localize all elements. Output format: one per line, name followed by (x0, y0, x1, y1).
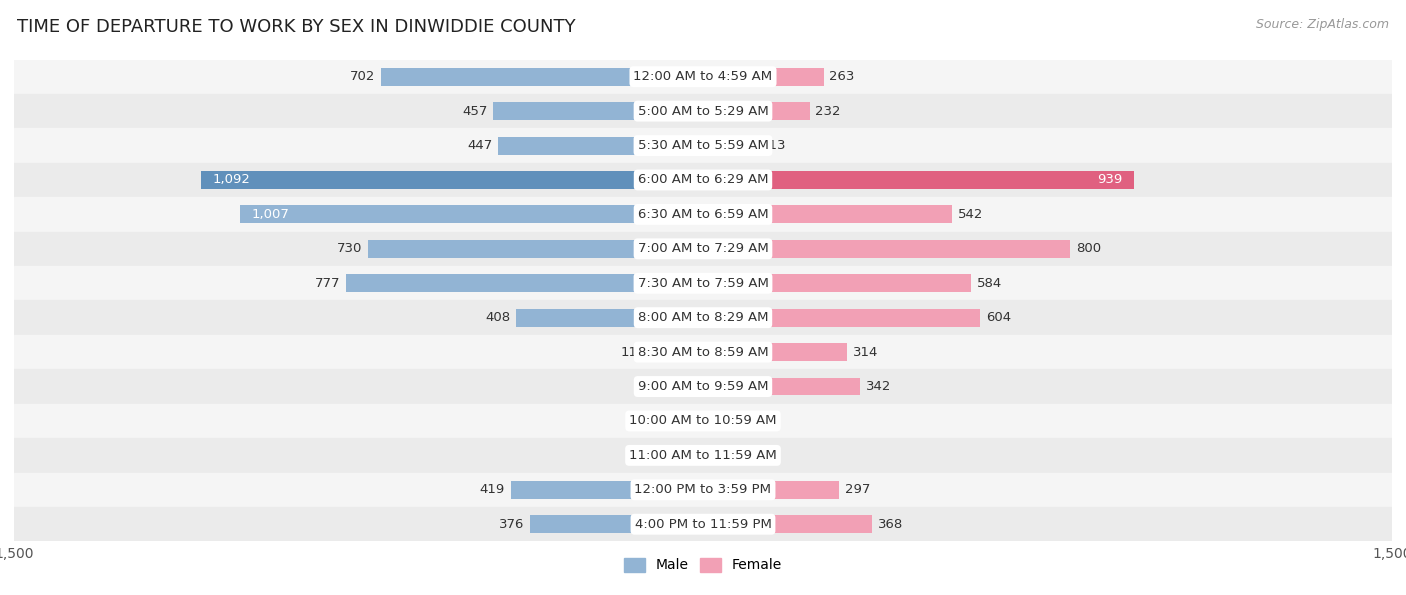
Bar (703, 446, 748, 464)
Bar (510, 481, 703, 499)
Bar (703, 343, 848, 361)
Text: 376: 376 (499, 518, 524, 531)
Text: 297: 297 (845, 483, 870, 496)
Bar (14, 266, 1392, 300)
Bar (703, 102, 810, 120)
Text: 12:00 AM to 4:59 AM: 12:00 AM to 4:59 AM (634, 70, 772, 83)
Text: 68: 68 (650, 380, 666, 393)
Text: 7:30 AM to 7:59 AM: 7:30 AM to 7:59 AM (637, 277, 769, 290)
Bar (14, 404, 1392, 438)
Bar (530, 515, 703, 533)
Text: 7:00 AM to 7:29 AM: 7:00 AM to 7:29 AM (638, 242, 768, 255)
Bar (14, 163, 1392, 197)
Text: 939: 939 (1098, 174, 1123, 186)
Text: 44: 44 (661, 449, 678, 462)
Text: 6:30 AM to 6:59 AM: 6:30 AM to 6:59 AM (638, 208, 768, 221)
Bar (14, 94, 1392, 129)
Bar (14, 60, 1392, 94)
Text: 263: 263 (830, 70, 855, 83)
Text: 702: 702 (350, 70, 375, 83)
Bar (14, 335, 1392, 369)
Text: 113: 113 (620, 346, 645, 359)
Legend: Male, Female: Male, Female (619, 552, 787, 578)
Text: 97: 97 (754, 449, 770, 462)
Bar (672, 378, 703, 396)
Text: 10:00 AM to 10:59 AM: 10:00 AM to 10:59 AM (630, 415, 776, 427)
Bar (683, 446, 703, 464)
Text: 35: 35 (724, 415, 741, 427)
Text: 800: 800 (1076, 242, 1101, 255)
Text: 368: 368 (877, 518, 903, 531)
Bar (14, 507, 1392, 541)
Text: 8:00 AM to 8:29 AM: 8:00 AM to 8:29 AM (638, 311, 768, 324)
Bar (703, 137, 755, 155)
Bar (14, 369, 1392, 404)
Bar (703, 274, 972, 292)
Text: 777: 777 (315, 277, 340, 290)
Bar (703, 481, 839, 499)
Bar (381, 68, 703, 86)
Bar (651, 343, 703, 361)
Bar (494, 102, 703, 120)
Bar (703, 205, 952, 223)
Bar (498, 137, 703, 155)
Text: 408: 408 (485, 311, 510, 324)
Bar (14, 129, 1392, 163)
Text: 419: 419 (479, 483, 505, 496)
Text: 447: 447 (467, 139, 492, 152)
Text: TIME OF DEPARTURE TO WORK BY SEX IN DINWIDDIE COUNTY: TIME OF DEPARTURE TO WORK BY SEX IN DINW… (17, 18, 575, 36)
Bar (346, 274, 703, 292)
Text: 113: 113 (761, 139, 786, 152)
Text: 21: 21 (671, 415, 688, 427)
Text: 542: 542 (957, 208, 983, 221)
Bar (703, 309, 980, 327)
Text: 730: 730 (337, 242, 363, 255)
Text: Source: ZipAtlas.com: Source: ZipAtlas.com (1256, 18, 1389, 31)
Bar (14, 231, 1392, 266)
Text: 584: 584 (977, 277, 1002, 290)
Text: 232: 232 (815, 105, 841, 118)
Text: 604: 604 (986, 311, 1011, 324)
Text: 9:00 AM to 9:59 AM: 9:00 AM to 9:59 AM (638, 380, 768, 393)
Bar (703, 68, 824, 86)
Bar (703, 378, 860, 396)
Text: 342: 342 (866, 380, 891, 393)
Text: 11:00 AM to 11:59 AM: 11:00 AM to 11:59 AM (628, 449, 778, 462)
Bar (14, 197, 1392, 231)
Bar (703, 515, 872, 533)
Bar (693, 412, 703, 430)
Text: 12:00 PM to 3:59 PM: 12:00 PM to 3:59 PM (634, 483, 772, 496)
Bar (14, 472, 1392, 507)
Text: 5:30 AM to 5:59 AM: 5:30 AM to 5:59 AM (637, 139, 769, 152)
Bar (14, 438, 1392, 472)
Text: 1,092: 1,092 (212, 174, 250, 186)
Bar (14, 300, 1392, 335)
Bar (516, 309, 703, 327)
Bar (240, 205, 703, 223)
Bar (703, 412, 718, 430)
Text: 6:00 AM to 6:29 AM: 6:00 AM to 6:29 AM (638, 174, 768, 186)
Text: 5:00 AM to 5:29 AM: 5:00 AM to 5:29 AM (638, 105, 768, 118)
Text: 8:30 AM to 8:59 AM: 8:30 AM to 8:59 AM (638, 346, 768, 359)
Text: 4:00 PM to 11:59 PM: 4:00 PM to 11:59 PM (634, 518, 772, 531)
Bar (703, 240, 1070, 258)
Text: 1,007: 1,007 (252, 208, 290, 221)
Bar (703, 171, 1135, 189)
Bar (368, 240, 703, 258)
Text: 314: 314 (852, 346, 879, 359)
Text: 457: 457 (463, 105, 488, 118)
Bar (201, 171, 703, 189)
